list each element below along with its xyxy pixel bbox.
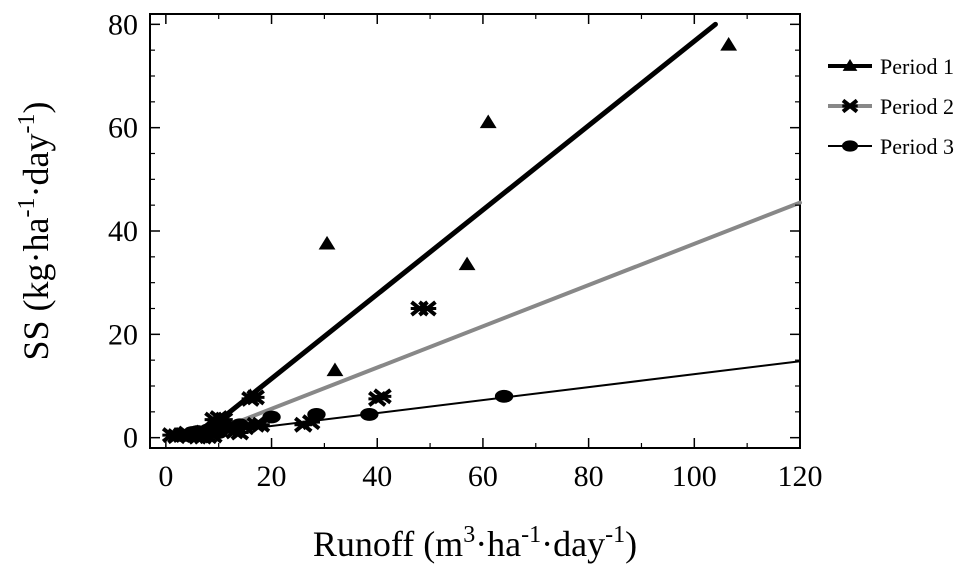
x-axis-title: Runoff (m3·ha-1·day-1) [313, 522, 637, 564]
plot-frame-group [149, 13, 801, 449]
axis-title-part: Runoff (m [313, 524, 463, 564]
axis-title-part: ·ha [475, 524, 521, 564]
data-point-series-3 [262, 410, 281, 424]
y-tick-label: 60 [108, 112, 138, 145]
y-axis-title: SS (kg·ha-1·day-1) [14, 102, 56, 361]
data-point-series-1 [479, 114, 497, 129]
markers [161, 37, 738, 445]
data-point-series-1 [458, 256, 476, 271]
x-tick-label: 20 [257, 460, 287, 493]
y-tick-label: 80 [108, 8, 138, 41]
axis-title-superscript: -1 [521, 522, 541, 548]
axis-title-superscript: -1 [14, 114, 40, 134]
legend: Period 1 Period 2 Period 3 [828, 54, 954, 159]
ticks: 0 20 40 60 80 100 120 0 20 40 60 80 [108, 8, 823, 493]
fit-line-2 [195, 200, 802, 440]
axis-title-superscript: -1 [14, 197, 40, 217]
plot-frame [149, 13, 801, 449]
legend-marker-2 [841, 98, 859, 114]
fit-lines [195, 21, 802, 441]
data-point-series-1 [326, 362, 344, 377]
data-point-series-3 [494, 389, 514, 403]
x-tick-label: 120 [778, 460, 823, 493]
axis-title-superscript: 3 [463, 522, 475, 548]
y-tick-label: 40 [108, 215, 138, 248]
x-tick-label: 0 [158, 460, 173, 493]
fit-line-1 [195, 21, 718, 441]
axis-title-part: SS (kg·ha [16, 217, 56, 360]
data-point-series-3 [360, 408, 379, 421]
legend-label-2: Period 2 [880, 94, 954, 119]
legend-marker-3 [841, 140, 859, 152]
axis-title-part: ) [625, 524, 637, 564]
axis-title-superscript: -1 [605, 522, 625, 548]
data-point-series-1 [318, 235, 336, 250]
data-point-series-3 [307, 408, 326, 421]
axis-title-part: ·day [541, 524, 605, 564]
x-tick-label: 80 [574, 460, 604, 493]
data-point-series-3 [230, 418, 250, 432]
data-point-series-2 [418, 300, 437, 317]
y-tick-label: 0 [123, 422, 138, 455]
legend-marker-1 [842, 59, 858, 71]
legend-label-1: Period 1 [880, 54, 954, 79]
legend-label-3: Period 3 [880, 134, 954, 159]
data-point-series-1 [720, 37, 738, 51]
axis-titles: Runoff (m3·ha-1·day-1) SS (kg·ha-1·day-1… [14, 102, 637, 564]
x-tick-label: 100 [672, 460, 717, 493]
data-point-series-2 [246, 389, 265, 406]
x-tick-label: 60 [468, 460, 498, 493]
x-tick-label: 40 [362, 460, 392, 493]
axis-title-part: ) [16, 102, 56, 114]
axis-title-part: ·day [16, 134, 56, 198]
data-point-series-2 [373, 388, 392, 405]
y-tick-label: 20 [108, 318, 138, 351]
